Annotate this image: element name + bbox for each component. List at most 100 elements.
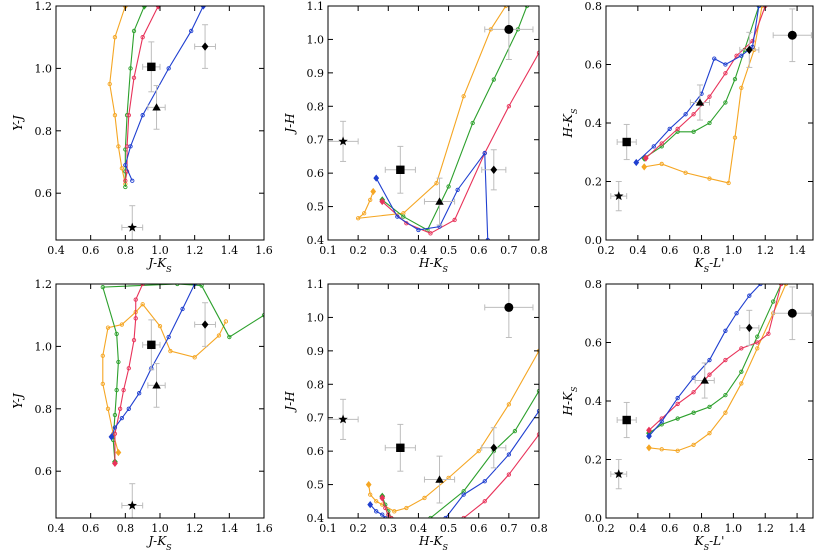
series-line-orange [109,6,126,184]
y-tick-label: 0.8 [585,278,603,291]
object-marker-square [147,340,156,350]
series-point-blue [734,311,739,316]
x-axis-label: H-KS [418,256,448,274]
series-point-blue [189,28,194,34]
series-point-red [383,505,388,511]
series-point-orange [659,161,664,167]
series-line-red [648,284,782,431]
series-point-orange [461,94,466,99]
series-point-green [659,144,664,149]
series-point-blue [723,328,728,333]
series-point-green [123,184,128,190]
series-point-red [691,390,696,395]
x-tick-label: 1.0 [151,244,169,257]
y-tick-label: 0.6 [307,445,325,458]
object-marker-diamond [490,165,498,174]
series-point-orange [100,381,105,386]
series-point-blue [123,162,128,168]
series-start-red [646,426,652,434]
x-tick-label: 1.2 [756,244,774,257]
x-tick-label: 1.2 [186,244,204,257]
series-point-orange [404,505,409,511]
series-point-green [114,331,119,337]
panel-frame [327,5,540,241]
x-tick-label: 0.6 [470,522,488,535]
series-point-orange [691,442,696,448]
series-start-red [379,494,386,502]
series-point-orange [675,448,680,453]
x-tick-label: 0.5 [440,244,458,257]
series-point-orange [368,197,373,203]
x-axis-label: KS-L' [694,534,725,552]
series-point-blue [675,395,680,401]
plot-area [328,6,539,240]
y-tick-label: 1.2 [35,0,53,13]
series-point-green [723,392,728,398]
series-point-blue [723,62,728,67]
series-point-green [116,359,121,365]
x-tick-label: 0.8 [530,244,548,257]
x-tick-label: 0.8 [693,522,711,535]
y-tick-label: 1.2 [35,278,53,291]
x-tick-label: 0.2 [597,522,615,535]
x-tick-label: 1.6 [255,244,273,257]
series-line-red [381,434,539,518]
x-axis-label: J-KS [145,256,172,274]
series-line-green [381,6,528,231]
series-point-red [131,75,137,80]
series-line-orange [644,6,763,184]
series-point-red [133,297,138,302]
series-point-blue [455,187,460,193]
series-point-red [766,331,771,336]
x-tick-label: 0.6 [470,244,488,257]
series-point-red [707,372,712,377]
series-point-orange [362,211,367,216]
object-marker-square [147,62,156,72]
panel-frame [55,5,265,241]
series-point-green [199,284,204,288]
series-point-green [175,284,180,287]
series-point-blue [485,237,490,240]
series-point-orange [739,381,744,386]
series-point-red [140,35,145,40]
series-line-blue [124,6,204,181]
series-line-orange [648,284,787,452]
series-point-green [691,129,696,134]
x-tick-label: 0.5 [440,522,458,535]
series-point-green [755,334,760,339]
x-axis-label: KS-L' [694,256,725,274]
series-start-orange [370,187,377,196]
series-point-orange [374,499,379,504]
y-axis-label: Y-J [11,392,25,409]
x-tick-label: 1.4 [221,522,239,535]
object-marker-star [338,136,348,146]
object-marker-diamond [745,45,753,55]
series-point-orange [119,322,125,327]
series-point-blue [395,214,400,219]
series-point-green [131,28,137,34]
series-point-green [659,422,664,427]
series-point-green [446,184,451,189]
y-tick-label: 0.6 [35,187,53,200]
y-tick-label: 0.4 [585,117,603,130]
series-start-orange [365,480,372,489]
object-marker-diamond [201,320,209,329]
series-start-red [379,197,386,206]
series-point-green [707,404,712,409]
series-start-blue [373,174,380,182]
series-point-blue [659,419,664,424]
series-point-red [734,53,739,58]
plot-area [107,6,216,240]
series-point-green [100,284,105,290]
series-point-green [401,214,406,219]
x-tick-label: 1.0 [725,244,743,257]
x-tick-label: 0.3 [380,244,398,257]
series-point-blue [747,293,752,298]
series-point-green [491,77,496,82]
series-start-red [112,459,118,467]
x-tick-label: 0.6 [661,244,679,257]
object-marker-triangle [152,381,161,389]
series-point-green [512,428,518,434]
series-start-blue [108,433,115,441]
